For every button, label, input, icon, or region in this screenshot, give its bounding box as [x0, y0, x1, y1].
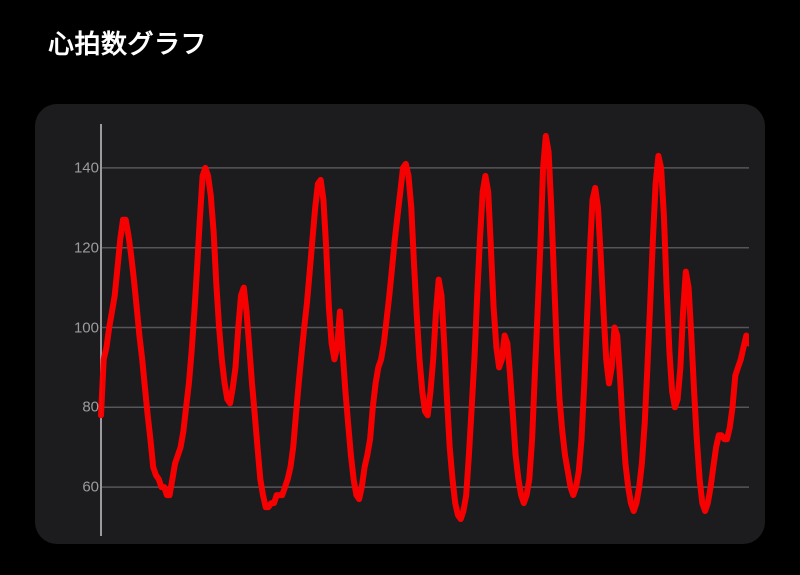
chart-panel: 60 80 100 120 140: [35, 104, 765, 544]
y-tick-label: 140: [55, 159, 99, 176]
y-tick-label: 120: [55, 239, 99, 256]
y-tick-label: 80: [55, 399, 99, 416]
y-tick-label: 60: [55, 479, 99, 496]
y-tick-label: 100: [55, 319, 99, 336]
plot-area: 60 80 100 120 140: [49, 122, 749, 537]
y-axis-ticks: 60 80 100 120 140: [49, 122, 99, 537]
page-title: 心拍数グラフ: [48, 24, 207, 61]
chart-svg: [49, 122, 749, 537]
